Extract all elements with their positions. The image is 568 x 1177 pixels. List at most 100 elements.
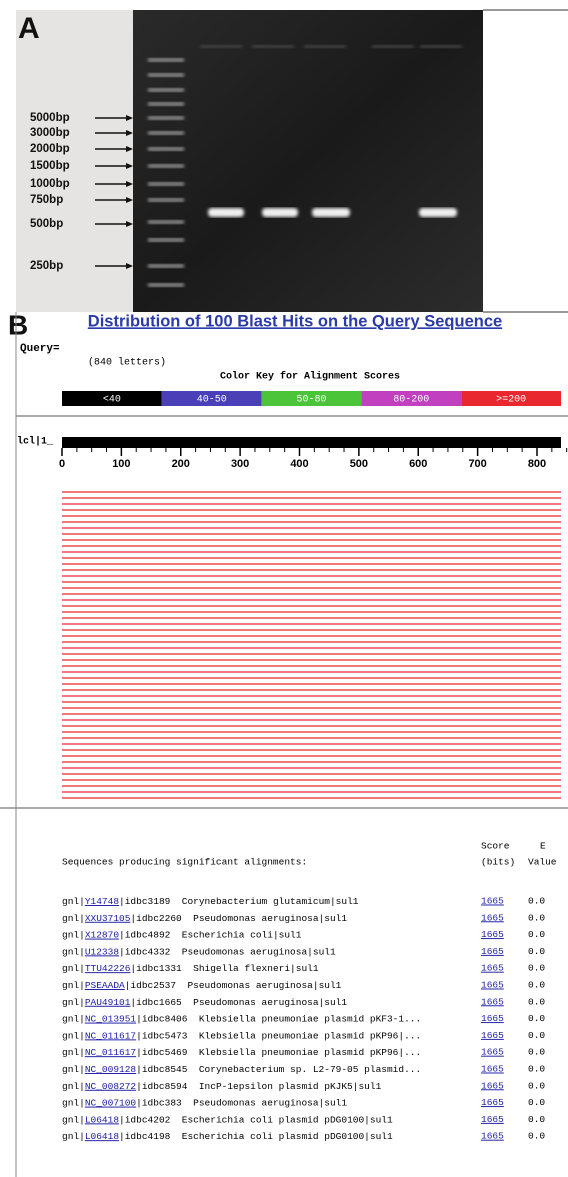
evalue: 0.0 xyxy=(528,996,545,1007)
db-prefix: gnl| xyxy=(62,1047,85,1058)
marker-label: 1500bp xyxy=(30,160,70,172)
ruler-label: 400 xyxy=(290,458,308,470)
hit-lines xyxy=(62,492,561,798)
alignment-row: gnl|NC_009128|idbc8545 Corynebacterium s… xyxy=(62,1064,421,1075)
alignment-row: gnl|PSEAADA|idbc2537 Pseudomonas aerugin… xyxy=(62,980,342,991)
score-link[interactable]: 1665 xyxy=(481,1013,504,1024)
evalue: 0.0 xyxy=(528,896,545,907)
alignment-row: gnl|XXU37105|idbc2260 Pseudomonas aerugi… xyxy=(62,912,347,923)
alignment-row: gnl|U12338|idbc4332 Pseudomonas aerugino… xyxy=(62,946,336,957)
db-prefix: gnl| xyxy=(62,1131,85,1142)
marker-label: 1000bp xyxy=(30,178,70,190)
score-link[interactable]: 1665 xyxy=(481,1131,504,1142)
evalue: 0.0 xyxy=(528,963,545,974)
accession-link[interactable]: PAU49101 xyxy=(85,996,131,1007)
alignment-row: gnl|NC_008272|idbc8594 IncP-1epsilon pla… xyxy=(62,1080,382,1091)
ladder-band xyxy=(148,102,184,106)
db-prefix: gnl| xyxy=(62,1064,85,1075)
db-prefix: gnl| xyxy=(62,896,85,907)
alignment-row: gnl|NC_011617|idbc5473 Klebsiella pneumo… xyxy=(62,1030,421,1041)
accession-link[interactable]: XXU37105 xyxy=(85,912,131,923)
ruler-label: 600 xyxy=(409,458,427,470)
well xyxy=(200,45,242,48)
accession-link[interactable]: X12870 xyxy=(85,929,120,940)
ladder-band xyxy=(148,88,184,92)
key-label: 80-200 xyxy=(393,395,429,406)
marker-label: 3000bp xyxy=(30,127,70,139)
ladder-band xyxy=(148,131,184,135)
db-prefix: gnl| xyxy=(62,1013,85,1024)
score-link[interactable]: 1665 xyxy=(481,896,504,907)
accession-link[interactable]: NC_008272 xyxy=(85,1080,137,1091)
sample-band xyxy=(262,208,298,217)
description: |idbc8406 Klebsiella pneumoniae plasmid … xyxy=(136,1013,421,1024)
blast-title: Distribution of 100 Blast Hits on the Qu… xyxy=(88,312,502,330)
score-link[interactable]: 1665 xyxy=(481,1064,504,1075)
query-length: (840 letters) xyxy=(88,357,166,369)
score-link[interactable]: 1665 xyxy=(481,1097,504,1108)
gel xyxy=(133,10,483,312)
ladder-band xyxy=(148,182,184,186)
description: |idbc5469 Klebsiella pneumoniae plasmid … xyxy=(136,1047,421,1058)
accession-link[interactable]: NC_013951 xyxy=(85,1013,137,1024)
db-prefix: gnl| xyxy=(62,963,85,974)
score-link[interactable]: 1665 xyxy=(481,996,504,1007)
accession-link[interactable]: L06418 xyxy=(85,1114,120,1125)
description: |idbc2260 Pseudomonas aeruginosa|sul1 xyxy=(130,912,347,923)
table-caption: Sequences producing significant alignmen… xyxy=(62,857,307,868)
sequence-id: lcl|1_ xyxy=(17,436,54,448)
ruler-label: 200 xyxy=(172,458,190,470)
description: |idbc2537 Pseudomonas aeruginosa|sul1 xyxy=(125,980,342,991)
alignment-row: gnl|L06418|idbc4202 Escherichia coli pla… xyxy=(62,1114,393,1125)
marker-label: 250bp xyxy=(30,260,63,272)
db-prefix: gnl| xyxy=(62,1080,85,1091)
accession-link[interactable]: Y14748 xyxy=(85,896,120,907)
evalue: 0.0 xyxy=(528,980,545,991)
ruler: 0100200300400500600700800 xyxy=(59,448,568,470)
db-prefix: gnl| xyxy=(62,1114,85,1125)
accession-link[interactable]: NC_011617 xyxy=(85,1030,136,1041)
score-link[interactable]: 1665 xyxy=(481,1080,504,1091)
description: |idbc383 Pseudomonas aeruginosa|sul1 xyxy=(136,1097,347,1108)
evalue: 0.0 xyxy=(528,1064,545,1075)
description: |idbc1331 Shigella flexneri|sul1 xyxy=(130,963,318,974)
evalue: 0.0 xyxy=(528,1131,545,1142)
marker-label: 5000bp xyxy=(30,112,70,124)
evalue: 0.0 xyxy=(528,1114,545,1125)
evalue: 0.0 xyxy=(528,1013,545,1024)
score-link[interactable]: 1665 xyxy=(481,946,504,957)
score-link[interactable]: 1665 xyxy=(481,980,504,991)
score-header: Score xyxy=(481,841,510,852)
accession-link[interactable]: NC_011617 xyxy=(85,1047,136,1058)
db-prefix: gnl| xyxy=(62,912,85,923)
figure: A 5000bp3000bp2000bp1500bp1000bp750bp500… xyxy=(0,0,568,1177)
ruler-label: 800 xyxy=(528,458,546,470)
panel-label: A xyxy=(18,12,40,45)
evalue-header: Value xyxy=(528,857,557,868)
accession-link[interactable]: NC_009128 xyxy=(85,1064,137,1075)
accession-link[interactable]: L06418 xyxy=(85,1131,120,1142)
evalue: 0.0 xyxy=(528,946,545,957)
description: |idbc8594 IncP-1epsilon plasmid pKJK5|su… xyxy=(136,1080,381,1091)
db-prefix: gnl| xyxy=(62,996,85,1007)
db-prefix: gnl| xyxy=(62,929,85,940)
evalue: 0.0 xyxy=(528,1047,545,1058)
accession-link[interactable]: TTU42226 xyxy=(85,963,131,974)
db-prefix: gnl| xyxy=(62,946,85,957)
accession-link[interactable]: NC_007100 xyxy=(85,1097,137,1108)
accession-link[interactable]: U12338 xyxy=(85,946,120,957)
score-link[interactable]: 1665 xyxy=(481,1047,504,1058)
key-label: <40 xyxy=(103,395,121,406)
score-link[interactable]: 1665 xyxy=(481,963,504,974)
key-label: 40-50 xyxy=(197,395,227,406)
marker-label: 500bp xyxy=(30,218,63,230)
score-link[interactable]: 1665 xyxy=(481,1114,504,1125)
score-link[interactable]: 1665 xyxy=(481,912,504,923)
alignment-row: gnl|NC_013951|idbc8406 Klebsiella pneumo… xyxy=(62,1013,421,1024)
score-link[interactable]: 1665 xyxy=(481,1030,504,1041)
description: |idbc5473 Klebsiella pneumoniae plasmid … xyxy=(136,1030,421,1041)
accession-link[interactable]: PSEAADA xyxy=(85,980,125,991)
ladder-band xyxy=(148,116,184,120)
db-prefix: gnl| xyxy=(62,1030,85,1041)
score-link[interactable]: 1665 xyxy=(481,929,504,940)
